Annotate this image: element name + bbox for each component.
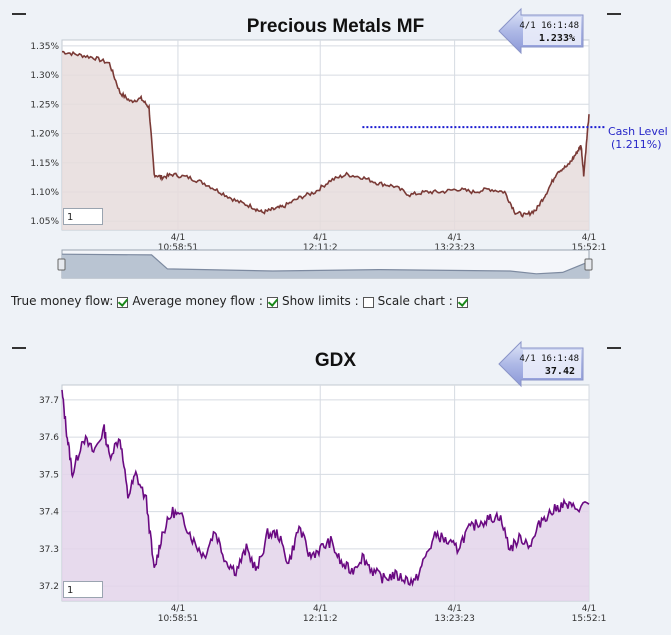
- show-limits-checkbox[interactable]: [362, 296, 374, 308]
- scale-chart-checkbox[interactable]: [456, 296, 468, 308]
- collapse-icon[interactable]: [607, 13, 621, 15]
- callout-time: 4/1 16:1:48: [519, 21, 579, 31]
- metals-chart[interactable]: 1.35%1.30%1.25%1.20%1.15%1.10%1.05%4/110…: [0, 0, 671, 290]
- x-tick-time: 10:58:51: [158, 243, 198, 253]
- x-tick-date: 4/1: [582, 233, 596, 243]
- left-arrow-icon: 4/1 16:1:48 37.42: [498, 340, 584, 388]
- navigator-area: [62, 254, 589, 278]
- true-money-flow-checkbox[interactable]: [117, 296, 129, 308]
- period-input[interactable]: 1: [63, 208, 103, 225]
- x-tick-date: 4/1: [313, 604, 327, 614]
- collapse-icon[interactable]: [12, 13, 26, 15]
- gdx-callout: 4/1 16:1:48 37.42: [497, 340, 587, 392]
- y-tick-label: 37.2: [39, 582, 59, 592]
- chart-title: GDX: [314, 350, 357, 371]
- cash-level-label: Cash Level (1.211%): [608, 125, 668, 151]
- collapse-icon[interactable]: [607, 347, 621, 349]
- y-tick-label: 1.35%: [30, 42, 59, 52]
- x-tick-date: 4/1: [313, 233, 327, 243]
- chart-title: Precious Metals MF: [246, 16, 425, 37]
- x-tick-date: 4/1: [171, 604, 185, 614]
- y-tick-label: 1.15%: [30, 159, 59, 169]
- series-area: [62, 51, 589, 231]
- x-tick-date: 4/1: [171, 233, 185, 243]
- average-money-flow-checkbox[interactable]: [266, 296, 278, 308]
- y-tick-label: 1.25%: [30, 100, 59, 110]
- y-tick-label: 37.7: [39, 396, 59, 406]
- x-tick-time: 13:23:23: [434, 243, 474, 253]
- y-tick-label: 37.6: [39, 433, 59, 443]
- callout-time: 4/1 16:1:48: [519, 354, 579, 364]
- x-tick-time: 12:11:2: [303, 243, 338, 253]
- navigator-handle[interactable]: [57, 258, 66, 271]
- period-input[interactable]: 1: [63, 581, 103, 598]
- x-tick-time: 10:58:51: [158, 614, 198, 624]
- x-tick-date: 4/1: [582, 604, 596, 614]
- cash-level-text: Cash Level: [608, 125, 668, 138]
- x-tick-date: 4/1: [447, 233, 461, 243]
- series-line: [61, 389, 590, 587]
- chart-options-bar: True money flow: Average money flow : Sh…: [11, 294, 472, 308]
- left-arrow-icon: 4/1 16:1:48 1.233%: [498, 7, 584, 55]
- y-tick-label: 1.10%: [30, 188, 59, 198]
- true-money-flow-label: True money flow:: [11, 294, 114, 308]
- series-line: [62, 50, 590, 218]
- x-tick-time: 15:52:1: [572, 614, 607, 624]
- metals-callout: 4/1 16:1:48 1.233%: [497, 7, 587, 59]
- y-tick-label: 37.5: [39, 470, 59, 480]
- y-tick-label: 1.20%: [30, 130, 59, 140]
- average-money-flow-label: Average money flow :: [132, 294, 263, 308]
- callout-value: 37.42: [545, 366, 575, 377]
- y-tick-label: 1.05%: [30, 217, 59, 227]
- y-tick-label: 37.3: [39, 545, 59, 555]
- x-tick-time: 12:11:2: [303, 614, 338, 624]
- cash-level-value: (1.211%): [611, 138, 662, 151]
- series-area: [62, 389, 589, 601]
- navigator-line: [61, 253, 590, 275]
- collapse-icon[interactable]: [12, 347, 26, 349]
- x-tick-time: 13:23:23: [434, 614, 474, 624]
- scale-chart-label: Scale chart :: [377, 294, 453, 308]
- callout-value: 1.233%: [539, 33, 575, 44]
- y-tick-label: 37.4: [39, 508, 59, 518]
- show-limits-label: Show limits :: [281, 294, 359, 308]
- x-tick-date: 4/1: [447, 604, 461, 614]
- y-tick-label: 1.30%: [30, 71, 59, 81]
- x-tick-time: 15:52:1: [572, 243, 607, 253]
- navigator-handle[interactable]: [584, 258, 593, 271]
